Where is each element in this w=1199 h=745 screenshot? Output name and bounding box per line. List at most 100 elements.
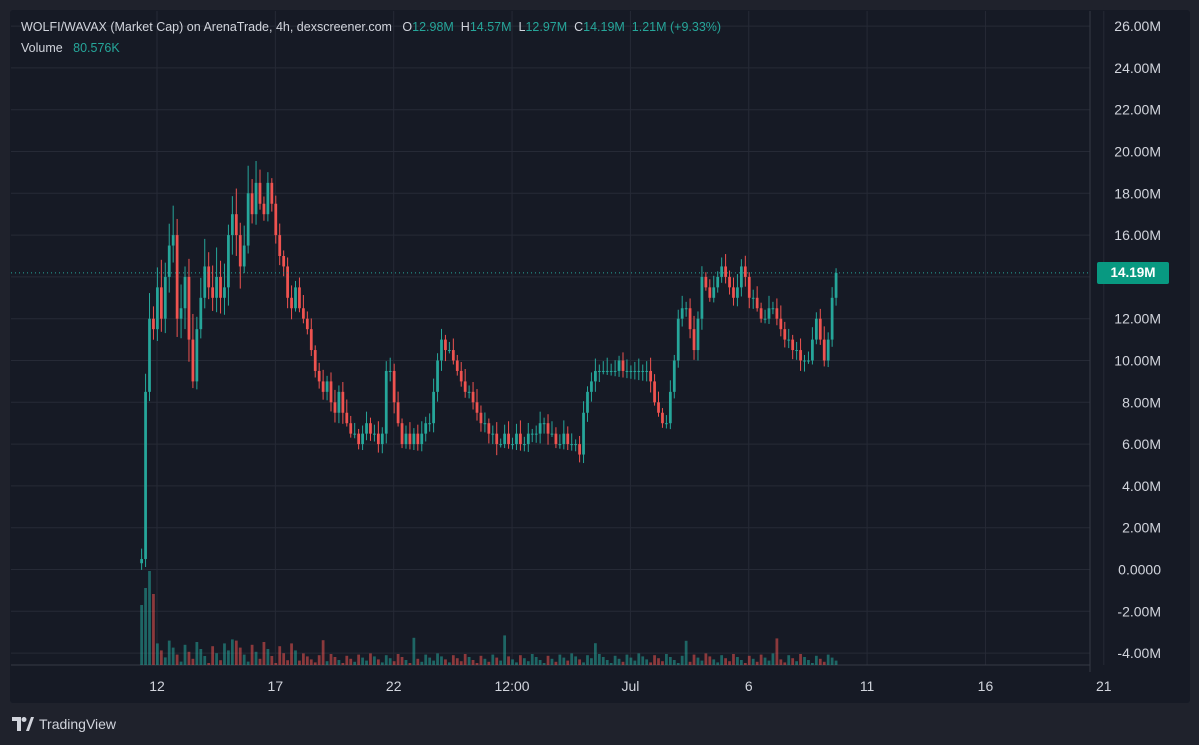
candle-body [211,287,215,298]
volume-bar [152,594,155,665]
volume-bar [657,658,660,665]
low-label: L [518,20,526,34]
candle-body [692,329,696,351]
volume-bar [811,663,814,665]
volume-bar [463,654,467,665]
candle-body [148,318,151,392]
candle-body [487,423,491,434]
volume-bar [357,654,361,665]
tradingview-brand[interactable]: TradingView [39,716,117,732]
high-label: H [460,20,470,34]
candle-body [467,391,471,393]
candle-body [511,444,514,446]
candle-body [294,287,297,309]
volume-bar [499,660,503,665]
candle-body [309,329,313,351]
volume-bar [266,649,270,665]
volume-bar [515,662,518,665]
change-value: 1.21M (+9.33%) [631,20,722,34]
volume-bar [242,654,246,665]
y-tick-label: 24.00M [1114,60,1161,76]
volume-bar [254,651,258,665]
candle-body [278,235,282,256]
candle-body [396,402,400,424]
candle-body [649,370,653,382]
candle-body [491,433,495,435]
candle-body [412,433,416,445]
volume-bar [412,637,416,665]
tradingview-footer[interactable]: TradingView [12,713,116,735]
candle-body [787,339,791,341]
candle-body [724,266,727,277]
candle-body [519,433,522,445]
candle-body [625,370,629,372]
volume-bar [345,655,349,665]
volume-bar [467,657,471,665]
volume-bar [826,654,830,665]
volume-bar [420,661,424,665]
volume-bar [290,643,293,665]
volume-bar [483,658,487,665]
candle-body [826,339,830,361]
candle-body [684,308,688,310]
candle-body [708,287,712,298]
candle-body [499,444,503,446]
x-tick-label: 12 [149,678,165,694]
y-tick-label: 4.00M [1122,478,1161,494]
candle-body [455,360,459,371]
candle-body [400,423,404,445]
volume-bar [144,588,147,665]
x-tick-label: 6 [745,678,753,694]
volume-bar [302,653,305,665]
volume-bar [712,659,716,665]
volume-bar [459,661,463,665]
volume-bar [672,660,676,665]
low-value: 12.97M [525,20,568,34]
volume-bar [771,653,775,665]
candle-body [258,182,262,204]
candle-body [728,276,731,288]
candle-body [522,444,526,446]
volume-bar [223,643,226,665]
volume-value: 80.576K [73,41,120,55]
ohlc-legend: WOLFI/WAVAX (Market Cap) on ArenaTrade, … [21,20,721,34]
candle-body [191,339,195,382]
last-price-badge: 14.19M [1097,261,1169,284]
volume-bar [680,655,684,665]
x-tick-label: 22 [386,678,402,694]
candle-body [436,360,439,392]
volume-bar [365,660,368,665]
volume-bar [333,657,337,665]
volume-bar [388,658,392,665]
volume-bar [262,642,266,665]
volume-bar [629,657,633,665]
candle-body [380,433,384,445]
y-tick-label: 10.00M [1114,353,1161,369]
candle-body [830,297,834,340]
volume-bar [605,660,609,665]
symbol-title[interactable]: WOLFI/WAVAX (Market Cap) on ArenaTrade, … [21,20,392,34]
candle-body [526,433,530,445]
candle-body [601,370,605,372]
candle-body [605,370,609,372]
volume-bar [803,657,806,665]
volume-bar [775,638,779,665]
candle-body [203,266,207,298]
chart-area[interactable] [10,10,1190,703]
candle-body [609,370,613,372]
y-tick-label: -2.00M [1117,603,1161,619]
candle-body [451,350,455,361]
candle-body [424,423,428,434]
volume-bar [211,646,215,665]
volume-bar [187,651,191,665]
candle-body [736,287,739,298]
volume-bar [511,659,514,665]
volume-bar [215,653,218,665]
volume-bar [609,663,613,665]
candle-body [822,339,826,361]
candle-body [807,360,810,362]
volume-bar [767,660,771,665]
y-tick-label: 8.00M [1122,394,1161,410]
candle-body [751,297,755,299]
